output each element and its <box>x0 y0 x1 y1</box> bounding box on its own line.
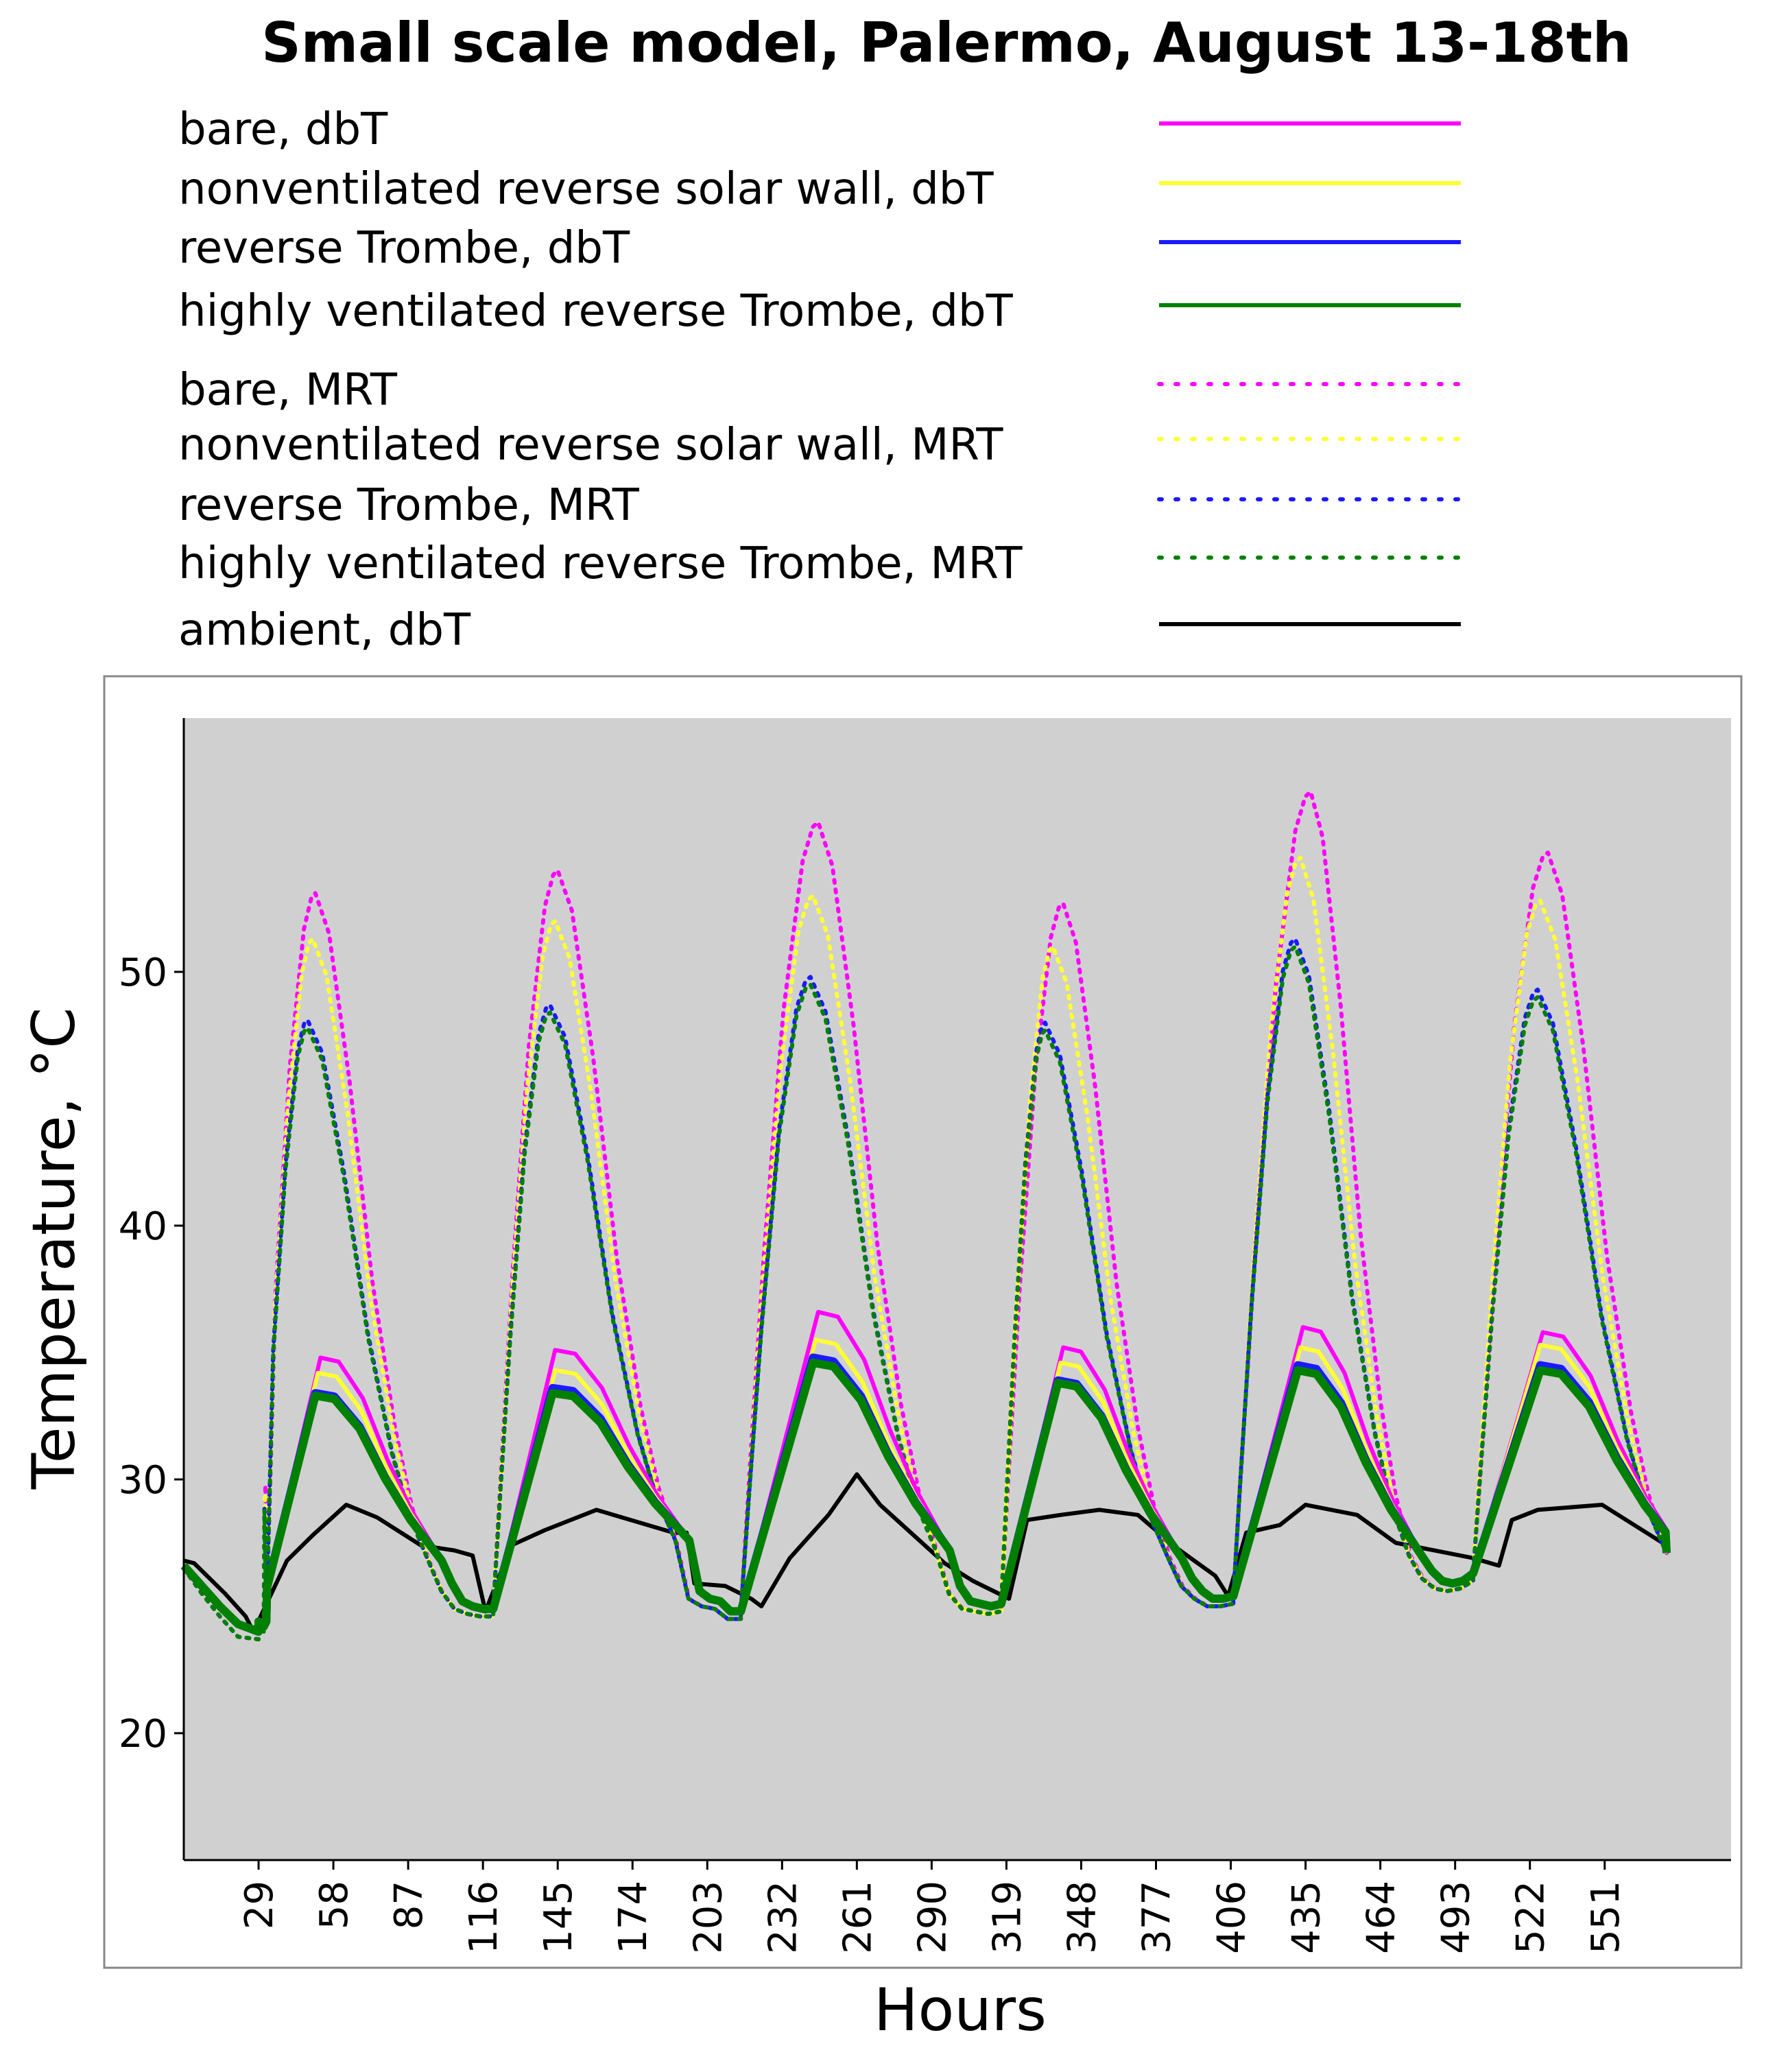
x-tick-label: 261 <box>835 1881 880 1954</box>
y-tick-label: 50 <box>119 951 167 995</box>
x-tick-label: 551 <box>1584 1881 1628 1954</box>
x-tick-label: 377 <box>1135 1881 1180 1954</box>
x-tick-label: 87 <box>387 1881 431 1929</box>
y-tick-label: 20 <box>119 1712 167 1757</box>
plot-area <box>184 718 1731 1860</box>
x-tick-label: 435 <box>1285 1881 1329 1954</box>
x-tick-label: 348 <box>1060 1881 1104 1954</box>
x-tick-label: 232 <box>761 1881 805 1954</box>
x-tick-label: 493 <box>1434 1881 1479 1954</box>
x-tick-label: 319 <box>985 1881 1029 1954</box>
y-axis-label: Temperature, °C <box>20 1008 88 1490</box>
y-tick-label: 40 <box>119 1204 167 1249</box>
y-tick-label: 30 <box>119 1458 167 1503</box>
x-tick-label: 203 <box>686 1881 730 1954</box>
series-layer <box>180 789 1671 1642</box>
x-tick-label: 464 <box>1359 1881 1404 1954</box>
legend-label-reverse-trombe-dbt: reverse Trombe, dbT <box>178 223 630 274</box>
x-tick-label: 290 <box>910 1881 955 1954</box>
legend: bare, dbT nonventilated reverse solar wal… <box>178 104 1463 656</box>
legend-label-nonventilated-reverse-solar-wall-dbt: nonventilated reverse solar wall, dbT <box>178 164 994 215</box>
x-tick-label: 406 <box>1210 1881 1254 1954</box>
x-tick-label: 116 <box>462 1881 506 1954</box>
x-axis-label: Hours <box>874 1976 1047 2045</box>
x-tick-label: 29 <box>237 1881 282 1929</box>
series-line-highly-ventilated-reverse-trombe-dbt <box>180 1358 1671 1636</box>
legend-label-ambient-dbt: ambient, dbT <box>178 605 471 656</box>
legend-label-highly-ventilated-reverse-trombe-mrt: highly ventilated reverse Trombe, MRT <box>178 538 1023 589</box>
legend-label-nonventilated-reverse-solar-wall-mrt: nonventilated reverse solar wall, MRT <box>178 420 1003 471</box>
legend-label-bare-dbt: bare, dbT <box>178 104 388 155</box>
legend-label-reverse-trombe-mrt: reverse Trombe, MRT <box>178 480 640 531</box>
legend-label-highly-ventilated-reverse-trombe-dbt: highly ventilated reverse Trombe, dbT <box>178 286 1014 337</box>
x-tick-label: 174 <box>611 1881 656 1954</box>
legend-label-bare-mrt: bare, MRT <box>178 365 398 416</box>
series-line-ambient-dbt <box>183 1472 1668 1634</box>
x-tick-label: 145 <box>536 1881 581 1954</box>
series-line-highly-ventilated-reverse-trombe-mrt <box>182 944 1669 1642</box>
axes-layer: 20 30 40 50 29 58 87 116 145 174 203 232 261 290 319 34… <box>119 718 1731 1954</box>
chart-title: Small scale model, Palermo, August 13-18… <box>261 11 1632 75</box>
x-tick-label: 522 <box>1509 1881 1553 1954</box>
x-tick-label: 58 <box>312 1881 357 1929</box>
